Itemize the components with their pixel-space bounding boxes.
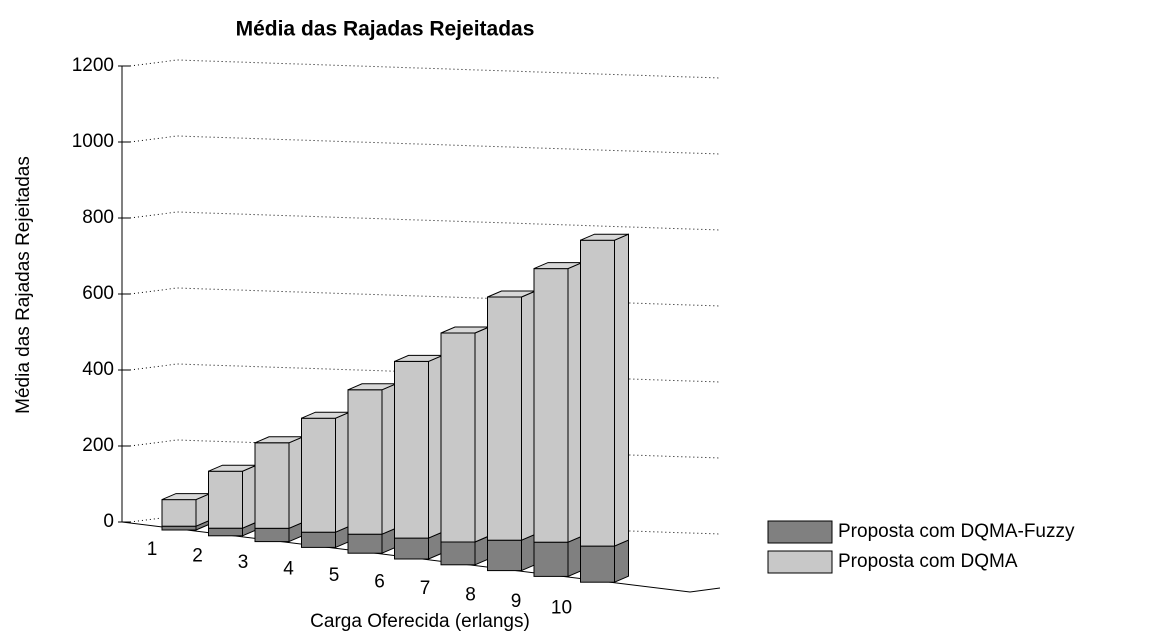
bar-segment (161, 525, 197, 531)
bar-segment (301, 531, 336, 548)
bar-side (521, 290, 536, 541)
bar-side (381, 383, 397, 535)
x-tick-label: 9 (511, 591, 522, 612)
x-tick-label: 6 (374, 572, 385, 593)
bar-side (335, 411, 350, 533)
bar-segment (487, 539, 522, 572)
y-tick-label: 200 (82, 435, 114, 456)
bar-segment (440, 332, 476, 543)
legend-swatch (767, 550, 833, 574)
y-tick-label: 400 (82, 359, 114, 380)
y-tick-label: 0 (103, 511, 114, 532)
grid-line (129, 135, 721, 155)
bar-segment (347, 389, 383, 535)
legend-label: Proposta com DQMA-Fuzzy (838, 521, 1075, 542)
bar-side (567, 535, 583, 578)
bar-side (614, 539, 629, 583)
bar-segment (301, 417, 336, 533)
bar-top (580, 233, 629, 241)
x-tick-label: 5 (329, 565, 340, 586)
bar-segment (580, 545, 615, 583)
bar-segment (533, 541, 569, 577)
bar-side (428, 354, 443, 539)
bar-side (614, 233, 629, 547)
y-tick-label: 1000 (72, 131, 114, 152)
y-tick-label: 1200 (72, 55, 114, 76)
bar-side (474, 326, 490, 543)
bar-segment (533, 268, 569, 543)
y-axis-label: Média das Rajadas Rejeitadas (13, 156, 34, 414)
x-tick-label: 7 (420, 578, 431, 599)
bar-side (288, 436, 304, 530)
x-tick-label: 3 (238, 552, 249, 573)
legend-label: Proposta com DQMA (838, 551, 1018, 572)
x-tick-label: 2 (192, 546, 203, 567)
y-tick-label: 600 (82, 283, 114, 304)
x-tick-label: 10 (551, 598, 572, 619)
bar-segment (161, 499, 197, 527)
chart-title: Média das Rajadas Rejeitadas (236, 18, 535, 41)
bar-side (567, 261, 583, 543)
bar-segment (254, 527, 290, 543)
bar-segment (440, 541, 476, 566)
bar-segment (394, 360, 429, 539)
bar-segment (208, 470, 243, 529)
legend-swatch (767, 520, 833, 544)
bar-segment (394, 537, 429, 560)
bar-segment (208, 527, 243, 537)
bar-segment (254, 442, 290, 529)
bar-segment (580, 239, 615, 547)
x-axis-label: Carga Oferecida (erlangs) (310, 611, 530, 632)
y-tick-label: 800 (82, 207, 114, 228)
grid-line (129, 211, 721, 231)
x-tick-label: 4 (283, 559, 294, 580)
x-tick-label: 8 (465, 585, 476, 606)
grid-line (129, 59, 721, 79)
x-tick-label: 1 (147, 539, 158, 560)
bar-segment (347, 533, 383, 554)
bar-segment (487, 296, 522, 541)
bar-side (242, 464, 257, 529)
grid-line (129, 287, 721, 307)
